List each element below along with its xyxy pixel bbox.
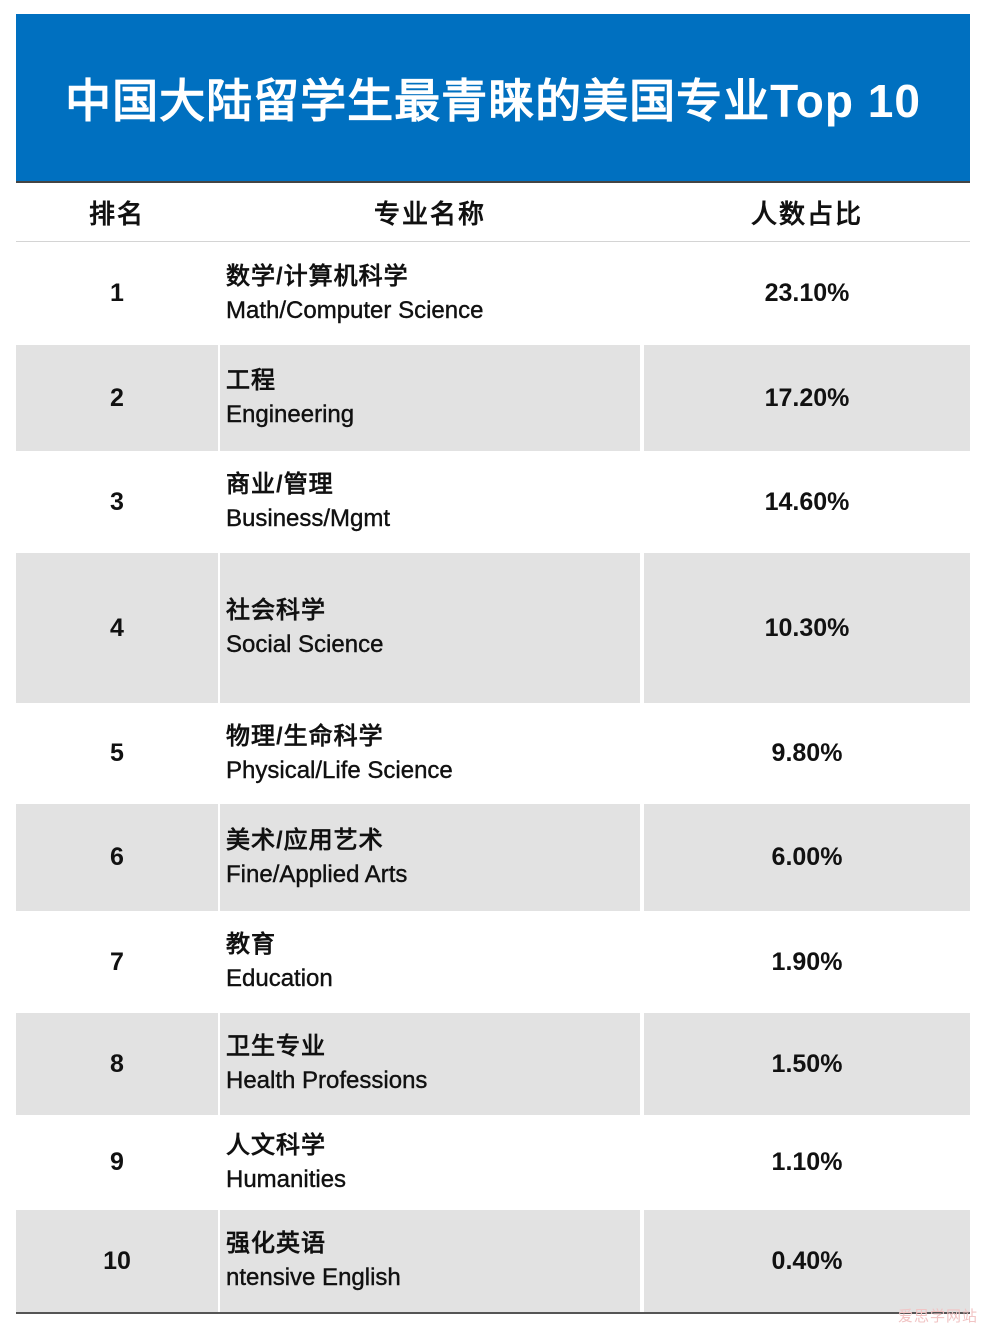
major-cell: 社会科学 Social Science [220,553,640,703]
rank-cell: 1 [110,279,124,307]
watermark: 爱思学网站 [897,1308,978,1325]
table-row: 9 人文科学 Humanities 1.10% [16,1115,970,1210]
rank-cell: 2 [16,345,218,451]
major-name-cn: 人文科学 [226,1131,326,1159]
major-name-en: Physical/Life Science [226,756,453,784]
table-row: 6 美术/应用艺术 Fine/Applied Arts 6.00% [16,804,970,911]
percent-cell: 14.60% [764,487,850,516]
percent-cell: 9.80% [771,739,843,767]
title-banner: 中国大陆留学生最青睐的美国专业Top 10 [16,14,970,181]
percent-cell: 6.00% [644,804,970,911]
major-cell: 美术/应用艺术 Fine/Applied Arts [220,804,640,911]
rank-cell: 9 [110,1148,124,1176]
percent-cell: 17.20% [644,345,970,451]
table-row: 2 工程 Engineering 17.20% [16,345,970,451]
banner-divider [16,181,970,183]
percent-cell: 23.10% [764,279,850,307]
major-name-cn: 强化英语 [226,1230,326,1257]
major-name-en: Business/Mgmt [226,505,391,532]
table-row: 7 教育 Education 1.90% [16,911,970,1013]
major-name-en: Humanities [226,1165,347,1193]
major-cell: 卫生专业 Health Professions [220,1013,640,1115]
table-row: 3 商业/管理 Business/Mgmt 14.60% [16,451,970,553]
major-cell: 商业/管理 Business/Mgmt [220,451,640,553]
page-title: 中国大陆留学生最青睐的美国专业Top 10 [65,74,921,127]
rank-cell: 10 [16,1210,218,1312]
header-rank: 排名 [88,198,145,229]
percent-cell: 1.90% [771,947,843,976]
percent-cell: 0.40% [644,1210,970,1312]
table-body: 1 数学/计算机科学 Math/Computer Science 23.10% … [16,242,970,1312]
table-row: 10 强化英语 ntensive English 0.40% [16,1210,970,1312]
header-percent: 人数占比 [750,198,863,229]
major-name-en: Social Science [226,631,384,658]
major-cell: 教育 Education [220,911,640,1013]
percent-cell: 1.10% [771,1148,843,1176]
header-name: 专业名称 [373,198,486,229]
header-divider [16,241,970,242]
major-cell: 数学/计算机科学 Math/Computer Science [220,242,640,345]
major-name-en: Health Professions [226,1067,428,1094]
major-name-en: ntensive English [226,1264,401,1291]
major-name-cn: 美术/应用艺术 [226,826,384,854]
rank-cell: 3 [110,487,124,516]
major-cell: 人文科学 Humanities [220,1115,640,1210]
major-name-en: Engineering [226,401,355,428]
rank-cell: 5 [110,739,124,767]
major-cell: 强化英语 ntensive English [220,1210,640,1312]
bottom-divider [16,1312,970,1314]
rank-cell: 4 [16,553,218,703]
rank-cell: 8 [16,1013,218,1115]
major-name-cn: 数学/计算机科学 [226,262,409,290]
major-name-cn: 工程 [226,367,276,394]
major-name-cn: 商业/管理 [226,471,334,498]
table-row: 5 物理/生命科学 Physical/Life Science 9.80% [16,703,970,804]
rank-cell: 7 [110,947,124,976]
major-name-cn: 教育 [226,931,276,958]
major-name-en: Education [226,965,333,992]
table-row: 4 社会科学 Social Science 10.30% [16,553,970,703]
table-row: 1 数学/计算机科学 Math/Computer Science 23.10% [16,242,970,345]
percent-cell: 1.50% [644,1013,970,1115]
percent-cell: 10.30% [644,553,970,703]
major-cell: 工程 Engineering [220,345,640,451]
table-row: 8 卫生专业 Health Professions 1.50% [16,1013,970,1115]
major-name-cn: 卫生专业 [226,1033,326,1060]
major-name-cn: 物理/生命科学 [226,722,384,750]
major-name-cn: 社会科学 [226,597,326,624]
rank-cell: 6 [16,804,218,911]
major-cell: 物理/生命科学 Physical/Life Science [220,703,640,804]
major-name-en: Fine/Applied Arts [226,860,408,888]
major-name-en: Math/Computer Science [226,296,484,324]
table-header: 排名 专业名称 人数占比 [16,183,970,241]
